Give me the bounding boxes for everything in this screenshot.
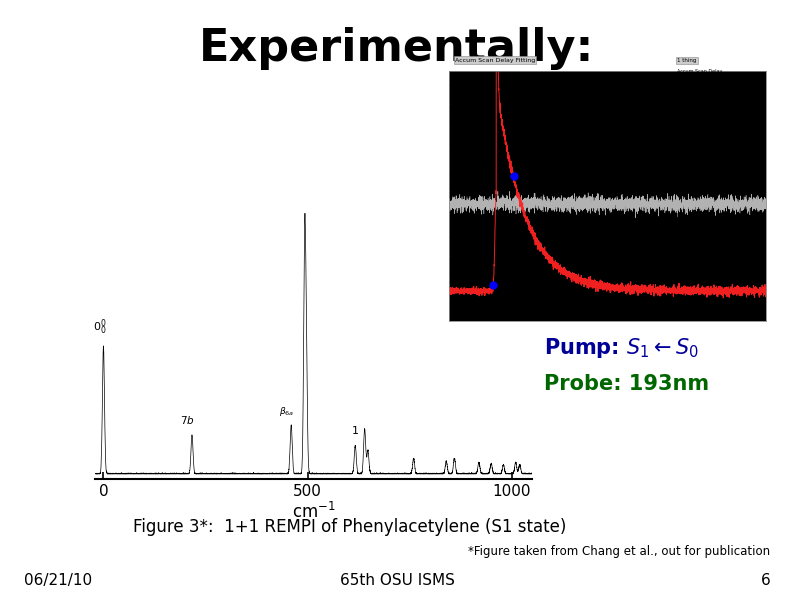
Text: *Figure taken from Chang et al., out for publication: *Figure taken from Chang et al., out for…	[468, 545, 770, 558]
Text: Accum Scan Delay: Accum Scan Delay	[677, 69, 723, 74]
Text: Experimentally:: Experimentally:	[199, 27, 595, 70]
Y-axis label: Intensity (Arb. Units): Intensity (Arb. Units)	[416, 168, 422, 225]
Text: Pump: $S_1$$\leftarrow$$S_0$: Pump: $S_1$$\leftarrow$$S_0$	[544, 336, 699, 360]
Text: Probe: 193nm: Probe: 193nm	[544, 374, 709, 394]
Text: $\beta_{6a}$: $\beta_{6a}$	[279, 405, 295, 418]
X-axis label: cm$^{-1}$: cm$^{-1}$	[292, 502, 335, 522]
Text: 1 thing: 1 thing	[677, 58, 696, 62]
X-axis label: Time (nsec): Time (nsec)	[592, 334, 623, 340]
Text: Accum Scan Delay Fitting: Accum Scan Delay Fitting	[455, 58, 535, 62]
Text: $0_0^0$: $0_0^0$	[93, 317, 106, 337]
Text: 65th OSU ISMS: 65th OSU ISMS	[340, 572, 454, 588]
Text: 06/21/10: 06/21/10	[24, 572, 92, 588]
Text: Figure 3*:  1+1 REMPI of Phenylacetylene (S1 state): Figure 3*: 1+1 REMPI of Phenylacetylene …	[133, 518, 566, 536]
Text: $7b$: $7b$	[179, 414, 195, 426]
Text: 1: 1	[352, 426, 359, 436]
Text: (Long-lived Species): (Long-lived Species)	[607, 194, 707, 203]
Text: 6: 6	[761, 572, 770, 588]
Text: $(S_1^*)$: $(S_1^*)$	[607, 159, 635, 179]
